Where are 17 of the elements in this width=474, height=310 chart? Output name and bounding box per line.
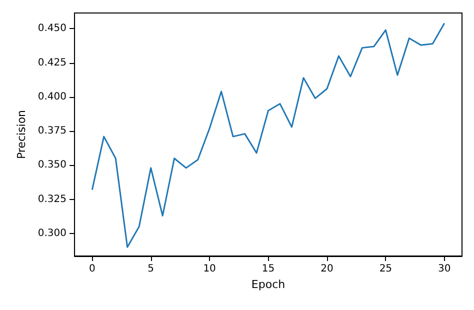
y-tick-label: 0.350 (38, 160, 67, 171)
x-tick-label: 5 (148, 264, 154, 274)
y-axis-title: Precision (15, 110, 28, 160)
y-tick-label: 0.400 (38, 91, 67, 102)
x-tick-label: 30 (438, 264, 451, 274)
y-tick-label: 0.425 (38, 57, 67, 68)
x-axis-title: Epoch (251, 278, 286, 291)
y-tick-label: 0.375 (38, 126, 67, 137)
line-series (91, 22, 446, 248)
x-tick-label: 10 (203, 264, 216, 274)
x-tick-label: 25 (379, 264, 392, 274)
y-tick-label: 0.325 (38, 194, 67, 205)
y-tick-label: 0.300 (38, 228, 67, 239)
x-tick-label: 20 (320, 264, 334, 274)
x-tick-label: 0 (88, 264, 96, 274)
y-tick-label: 0.450 (38, 23, 67, 34)
x-tick-label: 15 (262, 264, 275, 274)
